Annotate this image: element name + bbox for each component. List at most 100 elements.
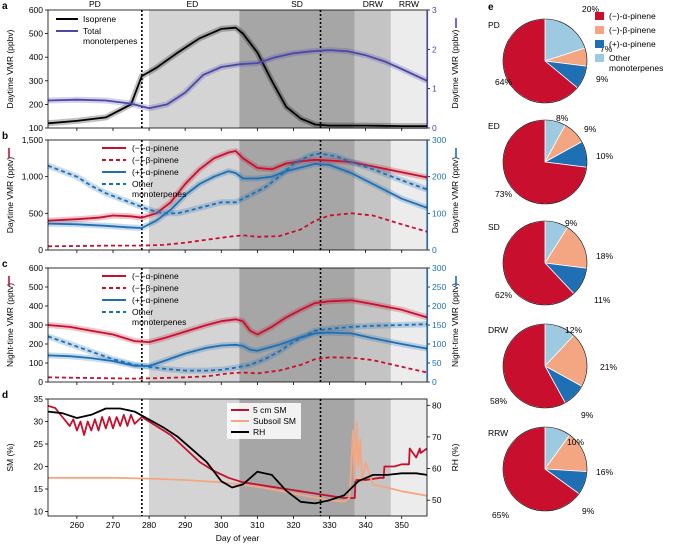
pie-sd: SD 62% 18% 11% 9% [488, 218, 613, 306]
y-tick-label: 500 [29, 282, 43, 292]
legend-label: (−)-β-pinene [609, 25, 656, 35]
x-tick-label: 340 [359, 520, 373, 530]
legend-swatch [595, 12, 604, 20]
y2-tick-label: 100 [432, 339, 446, 349]
y2-tick-label: 200 [432, 172, 446, 182]
legend-swatch [595, 26, 604, 34]
y2-tick-label: 300 [432, 135, 446, 145]
period-label-drw: DRW [363, 0, 383, 9]
y2-tick-label: 0 [432, 123, 437, 133]
legend-label: (−)-β-pinene [132, 283, 179, 293]
y2-tick-label: 50 [432, 358, 442, 368]
legend-label: (−)-α-pinene [132, 143, 179, 153]
x-tick-label: 290 [178, 520, 192, 530]
panel-letter: b [2, 131, 8, 142]
y-tick-label: 600 [29, 5, 43, 15]
pie-title: RRW [488, 428, 508, 438]
y-tick-label: 400 [29, 52, 43, 62]
pie-outline [502, 119, 588, 205]
legend-label: Total [83, 26, 101, 36]
y2-tick-label: 3 [432, 5, 437, 15]
y2-tick-label: 0 [432, 377, 437, 387]
pie-value-label: 9% [584, 124, 597, 134]
y-tick-label: 300 [29, 320, 43, 330]
series-line-3 [47, 323, 428, 372]
x-tick-label: 310 [250, 520, 264, 530]
y-tick-label: 500 [29, 29, 43, 39]
plot-frame [47, 398, 428, 517]
panel-e: ePD64%7%9%20%ED73%9%10%8%SD62%18%11%9%DR… [488, 2, 663, 520]
pie-value-label: 65% [492, 510, 509, 520]
legend-label: 5 cm SM [253, 405, 287, 415]
legend-label: monoterpenes [132, 189, 186, 199]
series-line-0 [47, 26, 427, 127]
period-label-rrw: RRW [399, 0, 419, 9]
legend-label: (−)-α-pinene [132, 271, 179, 281]
pie-title: DRW [488, 325, 508, 335]
legend-label: (+)-α-pinene [609, 39, 656, 49]
legend-label: (+)-α-pinene [132, 167, 179, 177]
y-tick-label: 0 [38, 377, 43, 387]
pie-title: ED [488, 121, 500, 131]
pie-value-label: 20% [582, 4, 599, 14]
y-tick-label: 300 [29, 76, 43, 86]
series-line-0 [47, 299, 428, 343]
y-tick-label: 35 [34, 394, 44, 404]
y-tick-label: 10 [34, 507, 44, 517]
legend: (−)-α-pinene (−)-β-pinene (+)-α-pinene Othe… [102, 143, 186, 199]
series-line-1 [47, 49, 428, 110]
period-shade [239, 268, 355, 382]
y-tick-label: 25 [34, 439, 44, 449]
y2-axis-label: Night-time VMR (pptv) [450, 283, 460, 367]
x-tick-label: 300 [214, 520, 228, 530]
pie-outline [502, 323, 588, 409]
panel-letter: a [2, 1, 8, 12]
y2-tick-label: 70 [432, 432, 442, 442]
x-tick-label: 330 [322, 520, 336, 530]
y-tick-label: 15 [34, 484, 44, 494]
pie-value-label: 21% [600, 362, 617, 372]
y2-tick-label: 150 [432, 320, 446, 330]
y2-tick-label: 2 [432, 44, 437, 54]
period-shade [390, 10, 427, 128]
legend-label: RH [253, 427, 265, 437]
legend-label: Other [132, 307, 153, 317]
y2-tick-label: 300 [432, 263, 446, 273]
y-tick-label: 600 [29, 263, 43, 273]
series-line-3 [47, 153, 428, 215]
y-tick-label: 100 [29, 123, 43, 133]
legend-label: Other [609, 53, 630, 63]
x-tick-label: 260 [70, 520, 84, 530]
pie-pd: PD 64% 7% 9% 20% [488, 4, 613, 104]
legend-label: (−)-α-pinene [609, 11, 656, 21]
pie-value-label: 10% [596, 151, 613, 161]
series-line-1 [47, 356, 428, 380]
pie-value-label: 9% [596, 74, 609, 84]
pie-outline [502, 426, 588, 512]
pie-value-label: 18% [596, 251, 613, 261]
series-line-0 [47, 404, 428, 499]
panel-letter: e [488, 2, 494, 13]
pie-value-label: 10% [567, 437, 584, 447]
series-line-0 [47, 150, 428, 222]
y2-axis-label: RH (%) [450, 443, 460, 471]
x-tick-label: 270 [106, 520, 120, 530]
y-tick-label: 1,000 [22, 172, 44, 182]
period-shade [354, 10, 391, 128]
y2-axis-label: Daytime VMR (pptv) [450, 157, 460, 234]
x-tick-label: 350 [395, 520, 409, 530]
panel-b: 0 500 1,000 1,500 0 100 200 300 Daytime VMR (ppt… [2, 131, 460, 255]
y2-tick-label: 200 [432, 301, 446, 311]
legend-label: (−)-β-pinene [132, 155, 179, 165]
legend-label: monoterpenes [132, 317, 186, 327]
y2-tick-label: 250 [432, 282, 446, 292]
period-shade [149, 268, 240, 382]
pie-drw: DRW 58% 21% 9% 12% [488, 323, 617, 420]
pie-value-label: 9% [581, 410, 594, 420]
pie-value-label: 64% [495, 77, 512, 87]
y-tick-label: 0 [38, 245, 43, 255]
y-tick-label: 400 [29, 301, 43, 311]
pie-ed: ED 73% 9% 10% 8% [488, 113, 613, 205]
